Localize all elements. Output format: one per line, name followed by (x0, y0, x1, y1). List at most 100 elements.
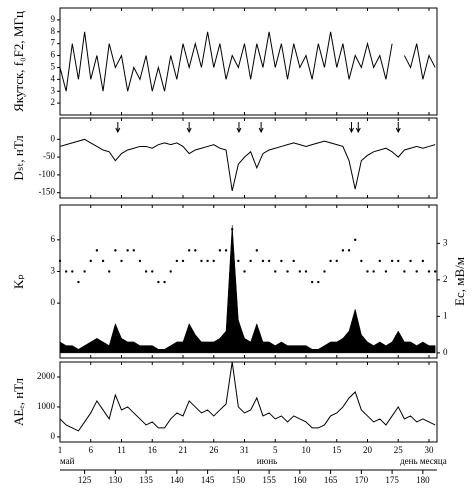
data-dot (138, 259, 142, 263)
y-tick-label: 5 (51, 62, 56, 72)
x-tick-label: 31 (240, 445, 249, 455)
data-dot (144, 270, 148, 273)
y-tick-label: 0 (51, 297, 56, 307)
data-dot (310, 280, 314, 284)
data-dot (415, 270, 418, 273)
data-dot (286, 270, 289, 273)
y-tick-label: 9 (51, 14, 56, 24)
y2-tick-label: 1 (443, 310, 448, 320)
data-dot (58, 259, 62, 263)
y-tick-label: 2 (51, 97, 56, 107)
y-tick-label: -150 (39, 187, 56, 197)
y-tick-label: 0 (51, 133, 56, 143)
y-tick-label: 7 (51, 38, 56, 48)
data-dot (132, 249, 136, 252)
y-tick-label: 6 (51, 234, 56, 244)
x-tick-label: 11 (117, 445, 126, 455)
data-dot (249, 259, 252, 263)
event-arrow (349, 122, 354, 134)
data-dot (194, 249, 197, 252)
data-dot (267, 259, 271, 263)
month-label: июнь (257, 456, 277, 466)
data-dot (292, 259, 295, 263)
data-dot (89, 259, 92, 263)
data-dot (384, 270, 388, 273)
y-tick-label: -50 (43, 151, 55, 161)
data-dot (347, 249, 351, 252)
data-dot (114, 249, 117, 252)
x-tick-label: 26 (209, 445, 219, 455)
data-dot (354, 238, 357, 242)
x-tick-label: 20 (363, 445, 373, 455)
data-dot (77, 280, 80, 284)
data-dot (151, 270, 154, 273)
data-dot (218, 249, 222, 252)
data-dot (372, 270, 375, 273)
data-dot (169, 270, 172, 273)
data-dot (378, 259, 382, 263)
y-axis-label: Kₚ (11, 274, 26, 289)
data-dot (224, 249, 228, 252)
panel-frame (59, 204, 438, 359)
event-arrow (258, 122, 264, 134)
y-tick-label: 1000 (37, 401, 56, 411)
data-dot (120, 259, 123, 263)
data-dot (274, 270, 277, 273)
data-dot (163, 280, 166, 284)
data-line (59, 138, 436, 192)
data-dot (329, 259, 332, 263)
y2-tick-label: 3 (443, 237, 448, 247)
x2-tick-label: 135 (139, 475, 153, 485)
x2-tick-label: 170 (355, 475, 369, 485)
panel-frame (59, 361, 438, 443)
data-dot (304, 270, 308, 273)
x-tick-label: 5 (273, 445, 278, 455)
x-tick-label: 10 (302, 445, 312, 455)
y2-tick-label: 0 (443, 347, 448, 357)
data-dot (366, 270, 369, 273)
data-dot (237, 259, 240, 263)
x2-tick-label: 140 (170, 475, 184, 485)
data-dot (206, 259, 209, 263)
data-line (59, 31, 436, 92)
data-dot (243, 270, 246, 273)
x2-tick-label: 155 (262, 475, 276, 485)
y-tick-label: -100 (39, 169, 56, 179)
data-dot (427, 270, 431, 273)
y2-axis-label: Ec, мВ/м (452, 257, 467, 306)
data-dot (108, 270, 111, 273)
data-dot (317, 280, 320, 284)
data-dot (212, 259, 215, 263)
x2-tick-label: 130 (109, 475, 123, 485)
y-axis-label: Dₛₜ, нТл (11, 135, 26, 181)
x2-tick-label: 160 (293, 475, 307, 485)
x2-tick-label: 125 (78, 475, 92, 485)
data-dot (95, 249, 99, 252)
x-tick-label: 6 (89, 445, 94, 455)
data-dot (157, 280, 160, 284)
data-dot (175, 259, 179, 263)
panel-frame (59, 117, 438, 199)
data-dot (181, 259, 185, 263)
y-tick-label: 6 (51, 50, 56, 60)
x2-tick-label: 175 (385, 475, 399, 485)
data-line (59, 361, 436, 432)
month-label: май (60, 456, 75, 466)
y-tick-label: 0 (51, 431, 56, 441)
data-dot (390, 259, 394, 263)
data-dot (403, 270, 406, 273)
x-tick-label: 30 (425, 445, 435, 455)
x2-tick-label: 150 (232, 475, 246, 485)
x-tick-label: 21 (179, 445, 188, 455)
data-dot (200, 259, 203, 263)
data-dot (187, 249, 191, 252)
x-tick-label: 25 (394, 445, 404, 455)
month-label: день месяца (400, 456, 447, 466)
data-dot (409, 259, 412, 263)
y-tick-label: 2000 (37, 371, 56, 381)
y-axis-label: Якутск, f₀F2, МГц (11, 11, 26, 112)
data-dot (83, 270, 86, 273)
event-arrow (395, 122, 401, 134)
x2-tick-label: 145 (201, 475, 215, 485)
